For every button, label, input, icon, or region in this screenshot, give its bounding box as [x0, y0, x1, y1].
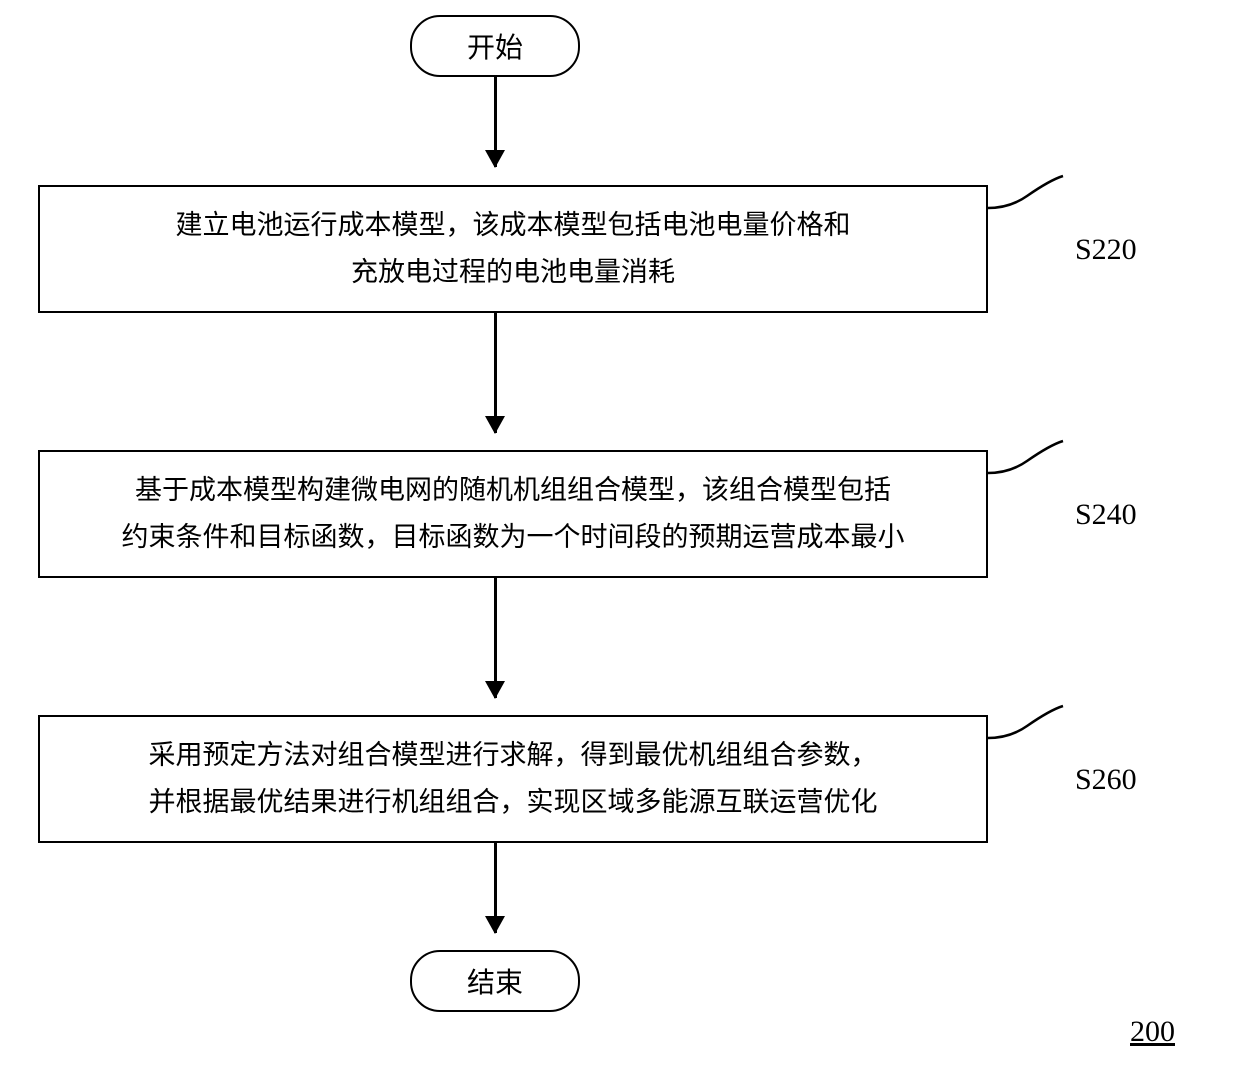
- callout-s240: [985, 433, 1080, 513]
- process-s260-text: 采用预定方法对组合模型进行求解，得到最优机组组合参数， 并根据最优结果进行机组组…: [149, 732, 878, 827]
- arrow-s240-to-s260: [494, 578, 497, 698]
- callout-s220: [985, 168, 1080, 248]
- start-node: 开始: [410, 15, 580, 77]
- process-s240-text: 基于成本模型构建微电网的随机机组组合模型，该组合模型包括 约束条件和目标函数，目…: [122, 467, 905, 562]
- callout-s260: [985, 698, 1080, 778]
- arrow-s220-to-s240: [494, 313, 497, 433]
- step-label-s220: S220: [1075, 233, 1137, 267]
- process-s220: 建立电池运行成本模型，该成本模型包括电池电量价格和 充放电过程的电池电量消耗: [38, 185, 988, 313]
- process-s260: 采用预定方法对组合模型进行求解，得到最优机组组合参数， 并根据最优结果进行机组组…: [38, 715, 988, 843]
- arrow-s260-to-end: [494, 843, 497, 933]
- start-label: 开始: [467, 26, 523, 66]
- figure-number: 200: [1130, 1015, 1175, 1049]
- flowchart-container: 开始 建立电池运行成本模型，该成本模型包括电池电量价格和 充放电过程的电池电量消…: [0, 0, 1240, 1078]
- step-label-s260: S260: [1075, 763, 1137, 797]
- process-s240: 基于成本模型构建微电网的随机机组组合模型，该组合模型包括 约束条件和目标函数，目…: [38, 450, 988, 578]
- step-label-s240: S240: [1075, 498, 1137, 532]
- process-s220-text: 建立电池运行成本模型，该成本模型包括电池电量价格和 充放电过程的电池电量消耗: [176, 202, 851, 297]
- end-label: 结束: [467, 961, 523, 1001]
- end-node: 结束: [410, 950, 580, 1012]
- arrow-start-to-s220: [494, 77, 497, 167]
